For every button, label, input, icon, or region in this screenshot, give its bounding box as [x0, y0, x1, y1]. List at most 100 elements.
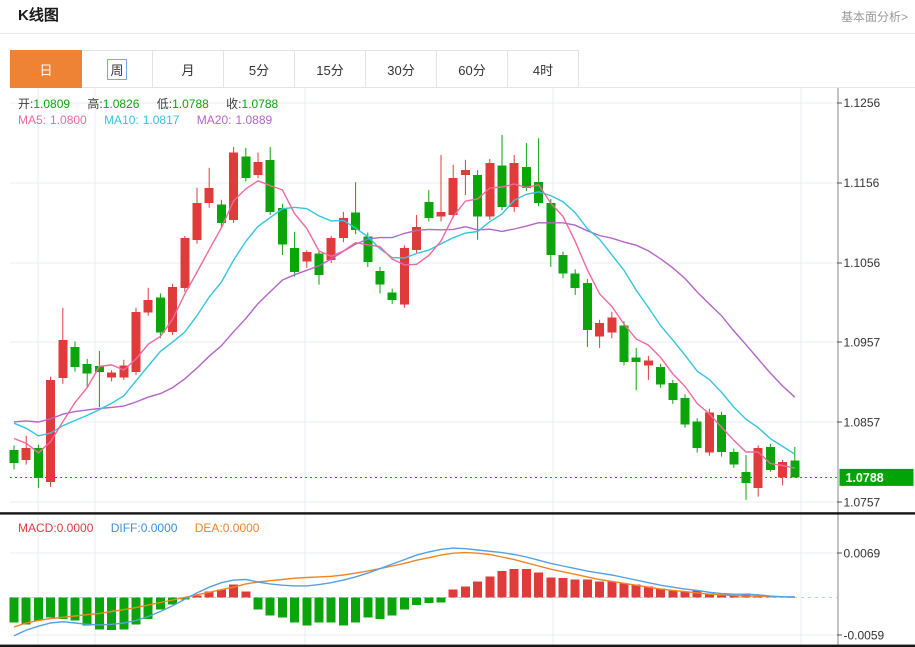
macd-bar-positive — [570, 579, 580, 598]
macd-bar-negative — [412, 597, 422, 606]
dea-line — [13, 551, 795, 628]
candle-down — [729, 451, 739, 465]
tab-4hour[interactable]: 4时 — [507, 50, 579, 88]
period-tabs: 日 周 月 5分 15分 30分 60分 4时 — [10, 50, 579, 88]
ma10-line — [13, 191, 796, 455]
tab-week[interactable]: 周 — [81, 50, 153, 88]
candle-up — [753, 447, 763, 488]
candle-down — [363, 236, 373, 263]
candle-down — [314, 253, 324, 275]
candle-down — [277, 207, 287, 245]
macd-bar-negative — [82, 597, 92, 626]
macd-bar-positive — [473, 581, 483, 598]
tab-5min[interactable]: 5分 — [223, 50, 295, 88]
candle-down — [570, 273, 580, 288]
macd-bar-negative — [131, 597, 141, 625]
macd-bar-positive — [448, 589, 458, 598]
candle-down — [668, 383, 678, 400]
candle-down — [558, 255, 568, 274]
tab-30min[interactable]: 30分 — [365, 50, 437, 88]
candle-down — [680, 398, 690, 425]
candle-down — [94, 366, 104, 372]
macd-bar-negative — [277, 597, 287, 618]
candle-down — [497, 165, 507, 207]
candle-down — [473, 175, 483, 217]
candle-up — [509, 163, 519, 207]
tab-month[interactable]: 月 — [152, 50, 224, 88]
macd-bar-negative — [143, 597, 153, 620]
candle-up — [229, 152, 239, 220]
macd-bar-positive — [680, 591, 690, 598]
fundamental-analysis-link[interactable]: 基本面分析> — [840, 10, 908, 24]
macd-bar-positive — [656, 588, 666, 598]
price-axis-label: 1.1156 — [844, 176, 880, 190]
candle-down — [521, 167, 531, 188]
candle-down — [216, 204, 226, 223]
candle-up — [119, 365, 129, 378]
tab-day[interactable]: 日 — [10, 50, 82, 88]
candle-down — [741, 471, 751, 483]
macd-bar-positive — [717, 595, 727, 598]
macd-bar-negative — [119, 597, 129, 630]
macd-bar-positive — [485, 576, 495, 598]
candle-down — [241, 156, 251, 179]
candle-down — [387, 292, 397, 300]
candle-down — [582, 283, 592, 331]
candle-up — [460, 170, 470, 175]
candle-up — [131, 311, 141, 372]
macd-bar-positive — [704, 593, 714, 598]
ma20-line — [13, 221, 796, 423]
price-axis-label: 1.1256 — [844, 96, 881, 110]
last-price-tag-value: 1.0788 — [846, 471, 884, 485]
macd-bar-negative — [21, 597, 31, 625]
macd-bar-negative — [107, 597, 117, 631]
macd-bar-positive — [631, 584, 641, 598]
candle-up — [21, 447, 31, 460]
candle-up — [253, 162, 263, 175]
candle-up — [302, 251, 312, 262]
diff-line — [13, 547, 795, 637]
candle-up — [704, 412, 714, 453]
candle-up — [192, 203, 202, 240]
macd-bar-negative — [46, 597, 56, 618]
macd-bar-negative — [351, 597, 361, 623]
tab-15min[interactable]: 15分 — [294, 50, 366, 88]
candle-up — [607, 317, 617, 333]
candle-down — [424, 202, 434, 219]
candle-up — [168, 287, 178, 332]
candle-down — [70, 347, 80, 367]
macd-bar-negative — [314, 597, 324, 623]
candle-up — [58, 339, 68, 379]
macd-bar-positive — [643, 586, 653, 598]
macd-bar-negative — [436, 597, 446, 603]
macd-bar-negative — [375, 597, 385, 620]
tab-60min[interactable]: 60分 — [436, 50, 508, 88]
candle-down — [290, 247, 300, 272]
macd-bar-negative — [302, 597, 312, 626]
candle-up — [338, 218, 348, 239]
macd-bar-negative — [399, 597, 409, 610]
macd-bar-negative — [70, 597, 80, 621]
macd-bar-positive — [534, 572, 544, 598]
macd-bar-positive — [668, 590, 678, 598]
candle-up — [399, 247, 409, 305]
macd-bar-positive — [241, 591, 251, 598]
macd-bar-positive — [558, 578, 568, 598]
candle-down — [692, 421, 702, 448]
macd-bar-positive — [216, 589, 226, 598]
price-axis-label: 1.0757 — [844, 495, 881, 509]
candle-up — [595, 323, 605, 337]
last-price-tag — [839, 468, 914, 486]
macd-bar-negative — [424, 597, 434, 604]
macd-axis-label: 0.0069 — [844, 546, 881, 560]
macd-bar-positive — [509, 569, 519, 598]
macd-bar-negative — [168, 597, 178, 605]
candle-down — [631, 357, 641, 363]
price-axis-label: 1.0857 — [844, 415, 881, 429]
macd-bar-positive — [204, 591, 214, 598]
macd-bar-negative — [338, 597, 348, 626]
macd-bar-negative — [265, 597, 275, 616]
tab-week-label: 周 — [107, 58, 127, 80]
candle-up — [107, 372, 117, 378]
